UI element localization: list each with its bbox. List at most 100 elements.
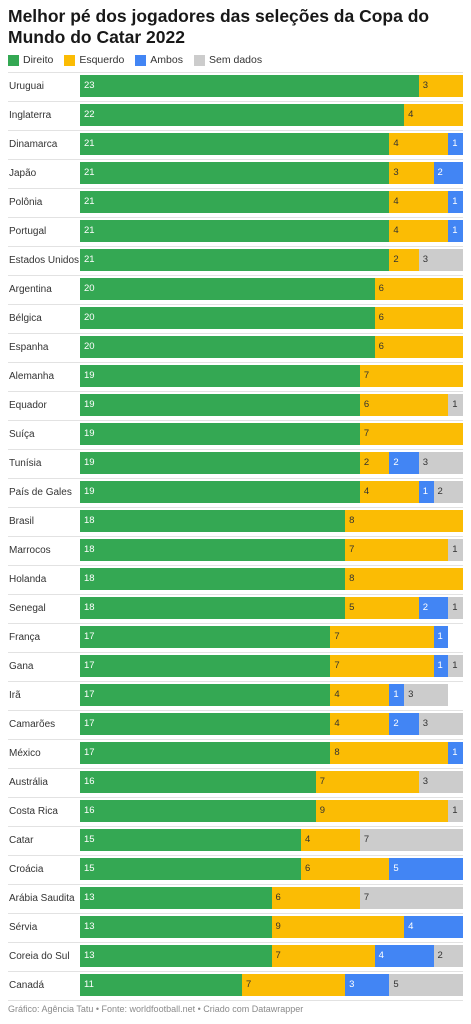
data-label: 19 [84, 457, 95, 468]
bar-segment-direito: 18 [80, 568, 346, 590]
category-label: Arábia Saudita [9, 893, 75, 904]
chart-row: México 17 8 1 [0, 739, 471, 768]
data-label: 4 [304, 834, 311, 845]
data-label: 1 [452, 225, 458, 236]
bar-segment-sem-dados: 2 [433, 481, 463, 503]
bar-segment-esquerdo: 7 [242, 974, 346, 996]
bar-segment-ambos: 3 [345, 974, 390, 996]
bar-segment-esquerdo: 4 [359, 481, 419, 503]
category-label: Coreia do Sul [9, 951, 70, 962]
data-label: 4 [363, 486, 370, 497]
bar-segment-esquerdo: 6 [374, 307, 463, 329]
bar-segment-direito: 21 [80, 191, 390, 213]
row-separator [8, 623, 463, 624]
data-label: 18 [84, 515, 95, 526]
bar-segment-sem-dados: 1 [448, 539, 463, 561]
data-label: 4 [393, 225, 399, 236]
bar-segment-esquerdo: 3 [389, 162, 434, 184]
data-label: 4 [408, 921, 414, 932]
chart-row: Senegal 18 5 2 1 [0, 594, 471, 623]
data-label: 4 [393, 138, 399, 149]
row-separator [8, 333, 463, 334]
data-label: 20 [84, 283, 95, 294]
bar-segment-ambos: 1 [448, 220, 463, 242]
data-label: 1 [452, 138, 458, 149]
bar-segment-esquerdo: 6 [271, 887, 360, 909]
row-separator [8, 681, 463, 682]
data-label: 20 [84, 341, 95, 352]
chart-row: Estados Unidos 21 2 3 [0, 246, 471, 275]
data-label: 2 [422, 602, 429, 613]
data-label: 7 [334, 660, 340, 671]
data-label: 6 [275, 892, 281, 903]
row-separator [8, 391, 463, 392]
data-label: 20 [84, 312, 95, 323]
row-separator [8, 130, 463, 131]
bar-segment-direito: 19 [80, 365, 360, 387]
row-separator [8, 971, 463, 972]
data-label: 2 [393, 457, 399, 468]
chart-row: Sérvia 13 9 4 [0, 913, 471, 942]
bar-segment-ambos: 1 [448, 133, 463, 155]
row-separator [8, 1000, 463, 1001]
bar-segment-esquerdo: 2 [359, 452, 390, 474]
chart-row: Camarões 17 4 2 3 [0, 710, 471, 739]
data-label: 21 [84, 138, 95, 149]
chart-row: Brasil 18 8 [0, 507, 471, 536]
data-label: 11 [84, 979, 94, 990]
bar-segment-direito: 21 [80, 133, 390, 155]
chart-row: Portugal 21 4 1 [0, 217, 471, 246]
bar-segment-sem-dados: 5 [389, 974, 463, 996]
bar-segment-direito: 18 [80, 597, 346, 619]
legend-item: Direito [8, 54, 53, 66]
data-label: 13 [84, 950, 95, 961]
row-separator [8, 913, 463, 914]
bar-segment-ambos: 1 [389, 684, 405, 706]
bar-segment-direito: 19 [80, 452, 360, 474]
chart-row: Costa Rica 16 9 1 [0, 797, 471, 826]
category-label: Japão [9, 168, 37, 179]
category-label: País de Gales [9, 487, 72, 498]
data-label: 1 [437, 631, 443, 642]
data-label: 4 [378, 950, 384, 961]
bar-segment-sem-dados: 1 [448, 800, 463, 822]
category-label: Polônia [9, 197, 43, 208]
bar-segment-direito: 18 [80, 539, 346, 561]
data-label: 2 [393, 254, 399, 265]
chart-row: Marrocos 18 7 1 [0, 536, 471, 565]
data-label: 2 [437, 167, 443, 178]
bar-segment-esquerdo: 8 [345, 568, 463, 590]
bar-segment-direito: 17 [80, 713, 331, 735]
data-label: 21 [84, 196, 95, 207]
legend-label: Esquerdo [79, 54, 125, 66]
bar-segment-direito: 20 [80, 278, 375, 300]
bar-segment-direito: 13 [80, 916, 272, 938]
bar-segment-ambos: 1 [418, 481, 434, 503]
bar-segment-direito: 22 [80, 104, 405, 126]
category-label: Gana [9, 661, 34, 672]
bar-segment-sem-dados: 1 [448, 394, 463, 416]
bar-segment-ambos: 2 [389, 713, 419, 735]
bar-segment-esquerdo: 2 [389, 249, 419, 271]
category-label: Catar [9, 835, 34, 846]
bar-segment-esquerdo: 6 [374, 278, 463, 300]
category-label: Holanda [9, 574, 47, 585]
data-label: 3 [422, 718, 429, 729]
chart-row: Arábia Saudita 13 6 7 [0, 884, 471, 913]
row-separator [8, 188, 463, 189]
bar-segment-esquerdo: 6 [300, 858, 390, 880]
data-label: 8 [334, 747, 340, 758]
data-label: 18 [84, 602, 95, 613]
row-separator [8, 768, 463, 769]
bar-segment-esquerdo: 4 [330, 713, 390, 735]
bar-segment-esquerdo: 7 [359, 365, 463, 387]
data-label: 2 [393, 718, 399, 729]
bar-segment-esquerdo: 7 [315, 771, 419, 793]
data-label: 19 [84, 486, 95, 497]
bar-segment-esquerdo: 4 [300, 829, 360, 851]
data-label: 21 [84, 225, 95, 236]
row-separator [8, 797, 463, 798]
data-label: 9 [319, 805, 325, 816]
legend-swatch [64, 54, 76, 66]
bar-segment-ambos: 5 [389, 858, 463, 880]
